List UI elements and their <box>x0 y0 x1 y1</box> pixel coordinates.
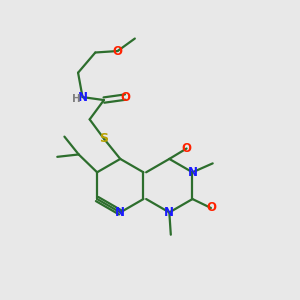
Text: O: O <box>112 44 123 58</box>
Text: O: O <box>206 202 216 214</box>
Text: N: N <box>77 91 88 103</box>
Text: N: N <box>188 166 197 179</box>
Text: S: S <box>99 132 108 145</box>
Text: N: N <box>115 206 125 219</box>
Text: O: O <box>120 91 130 103</box>
Text: O: O <box>182 142 192 155</box>
Text: H: H <box>72 94 80 103</box>
Text: N: N <box>164 206 174 219</box>
